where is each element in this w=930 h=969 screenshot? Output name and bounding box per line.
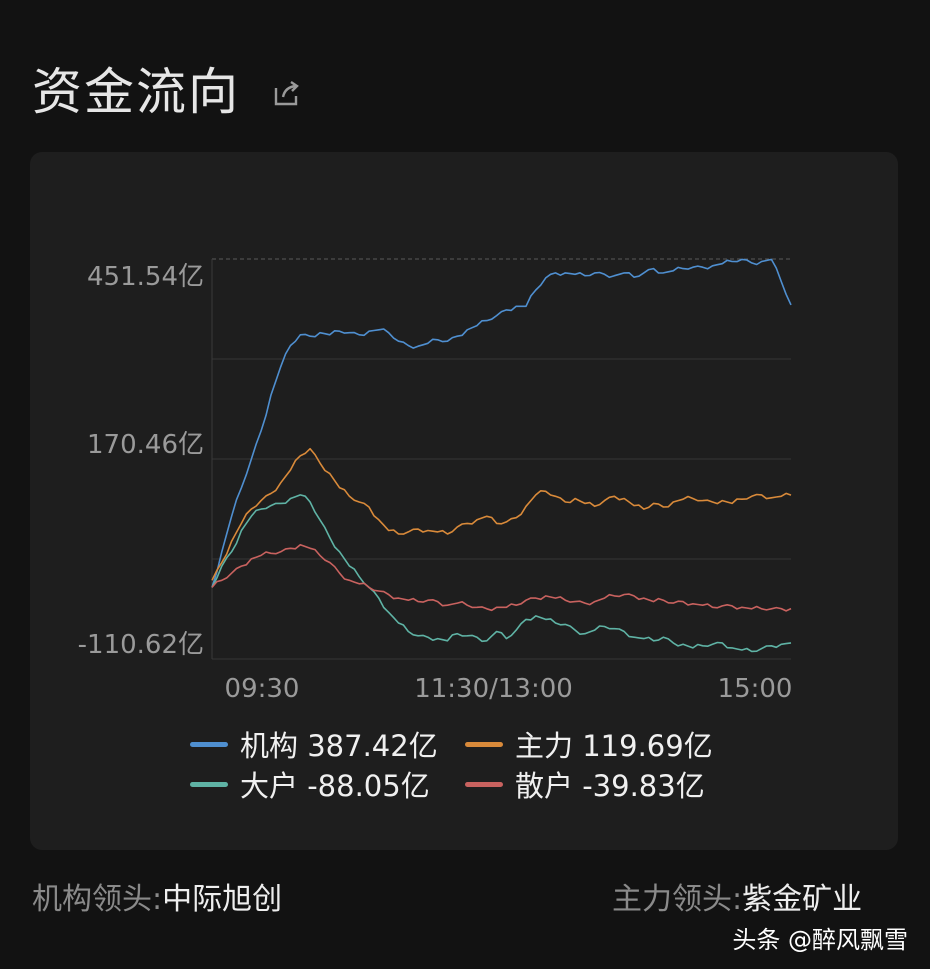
institution-leader: 机构领头:中际旭创 — [32, 874, 282, 918]
series-line-0 — [211, 258, 792, 588]
legend-label-jigou: 机构 387.42亿 — [240, 729, 438, 763]
institution-leader-value[interactable]: 中际旭创 — [162, 882, 283, 917]
institution-leader-label: 机构领头: — [32, 882, 163, 917]
y-tick-label: 170.46亿 — [87, 430, 204, 460]
watermark: 头条 @醉风飘雪 — [732, 926, 908, 954]
legend-label-dahu: 大户 -88.05亿 — [240, 769, 430, 803]
main-force-leader-value[interactable]: 紫金矿业 — [742, 882, 863, 917]
legend-item-jigou[interactable]: 机构 387.42亿 — [190, 726, 465, 763]
y-tick-label: -110.62亿 — [78, 630, 204, 660]
legend-swatch-zhuli — [465, 741, 503, 747]
legend-label-sanhu: 散户 -39.83亿 — [515, 769, 705, 803]
series-line-3 — [211, 543, 792, 612]
main-force-leader-label: 主力领头: — [612, 882, 743, 917]
chart-panel: 451.54亿 170.46亿 -110.62亿 09:30 11:30/13:00 15… — [30, 152, 898, 850]
x-tick-label: 15:00 — [718, 674, 793, 704]
main-force-leader: 主力领头:紫金矿业 — [612, 874, 862, 918]
legend-swatch-dahu — [190, 781, 228, 787]
share-icon[interactable] — [272, 78, 302, 108]
legend-label-zhuli: 主力 119.69亿 — [515, 729, 713, 763]
legend-swatch-jigou — [190, 741, 228, 747]
chart-legend: 机构 387.42亿 主力 119.69亿 大户 -88.05亿 散户 -39.… — [190, 726, 790, 803]
x-tick-label: 09:30 — [225, 674, 300, 704]
y-tick-label: 451.54亿 — [87, 262, 204, 292]
series-line-2 — [211, 494, 792, 653]
legend-item-sanhu[interactable]: 散户 -39.83亿 — [465, 766, 740, 803]
legend-item-dahu[interactable]: 大户 -88.05亿 — [190, 766, 465, 803]
x-tick-label: 11:30/13:00 — [414, 674, 573, 704]
page-title: 资金流向 — [32, 63, 240, 121]
series-line-1 — [211, 447, 792, 581]
legend-item-zhuli[interactable]: 主力 119.69亿 — [465, 726, 740, 763]
legend-swatch-sanhu — [465, 781, 503, 787]
fund-flow-chart: 451.54亿 170.46亿 -110.62亿 09:30 11:30/13:00 15… — [78, 258, 793, 704]
